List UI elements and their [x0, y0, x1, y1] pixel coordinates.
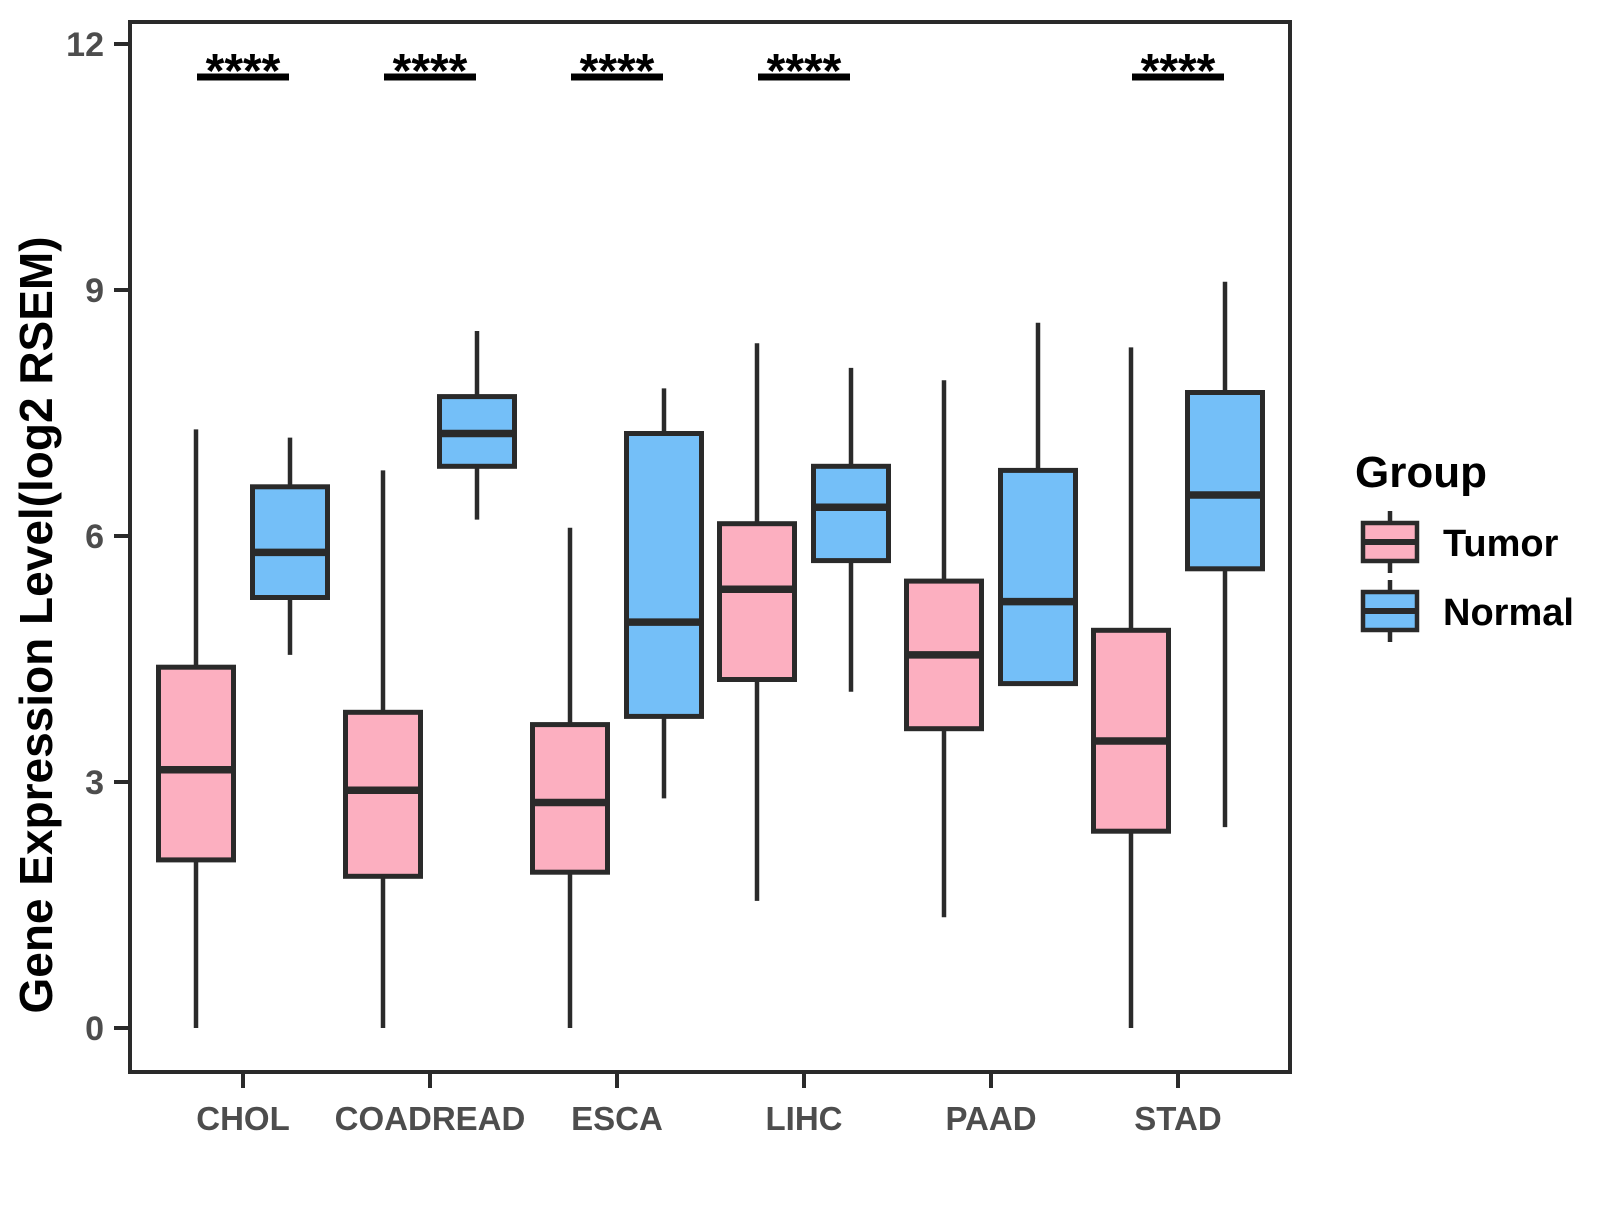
y-axis-ticks: 0 3 6 9 12: [66, 26, 130, 1048]
y-axis-title: Gene Expression Level(log2 RSEM): [10, 236, 62, 1013]
significance-ESCA: ****: [571, 45, 663, 98]
iqr-box: [343, 709, 423, 879]
y-tick-label: 12: [66, 26, 104, 64]
box-normal-LIHC: [811, 367, 891, 692]
significance-stars: ****: [393, 45, 468, 98]
x-category-label: COADREAD: [335, 1100, 526, 1137]
iqr-box: [998, 467, 1078, 687]
significance-markers: **** **** **** **** ****: [197, 45, 1224, 98]
box-tumor-PAAD: [904, 380, 984, 918]
legend-key-normal: Normal: [1360, 580, 1574, 642]
box-tumor-CHOL: [156, 429, 236, 1028]
legend-key-tumor: Tumor: [1360, 511, 1559, 573]
box-tumor-STAD: [1091, 347, 1171, 1028]
iqr-box: [1185, 390, 1265, 572]
box-normal-CHOL: [250, 437, 330, 655]
y-tick-label: 0: [85, 1010, 104, 1048]
box-tumor-LIHC: [717, 343, 797, 901]
legend-label-tumor: Tumor: [1443, 523, 1559, 565]
x-category-label: STAD: [1134, 1100, 1221, 1137]
boxplot-series: [156, 281, 1265, 1028]
iqr-box: [250, 484, 330, 600]
significance-stars: ****: [767, 45, 842, 98]
box-normal-STAD: [1185, 281, 1265, 828]
significance-STAD: ****: [1132, 45, 1224, 98]
legend-title: Group: [1355, 448, 1487, 497]
x-category-label: PAAD: [945, 1100, 1036, 1137]
significance-stars: ****: [206, 45, 281, 98]
x-category-label: ESCA: [571, 1100, 663, 1137]
box-normal-PAAD: [998, 322, 1078, 687]
y-tick-label: 3: [85, 764, 104, 802]
box-tumor-ESCA: [530, 527, 610, 1028]
iqr-box: [717, 521, 797, 683]
plot-panel-border: [128, 20, 1292, 1074]
iqr-box: [1091, 627, 1171, 834]
y-tick-label: 6: [85, 518, 104, 556]
box-normal-COADREAD: [437, 331, 517, 520]
legend: Group Tumor Normal: [1355, 448, 1574, 642]
significance-LIHC: ****: [758, 45, 850, 98]
x-axis-ticks: CHOL COADREAD ESCA LIHC PAAD STAD: [196, 1072, 1222, 1137]
box-normal-ESCA: [624, 388, 704, 799]
significance-stars: ****: [1141, 45, 1216, 98]
iqr-box: [530, 722, 610, 875]
x-category-label: LIHC: [766, 1100, 843, 1137]
x-category-label: CHOL: [196, 1100, 290, 1137]
significance-COADREAD: ****: [384, 45, 476, 98]
iqr-box: [156, 664, 236, 863]
iqr-box: [624, 431, 704, 719]
y-tick-label: 9: [85, 272, 104, 310]
significance-CHOL: ****: [197, 45, 289, 98]
iqr-box: [811, 463, 891, 564]
box-tumor-COADREAD: [343, 470, 423, 1028]
significance-stars: ****: [580, 45, 655, 98]
legend-label-normal: Normal: [1443, 592, 1574, 634]
